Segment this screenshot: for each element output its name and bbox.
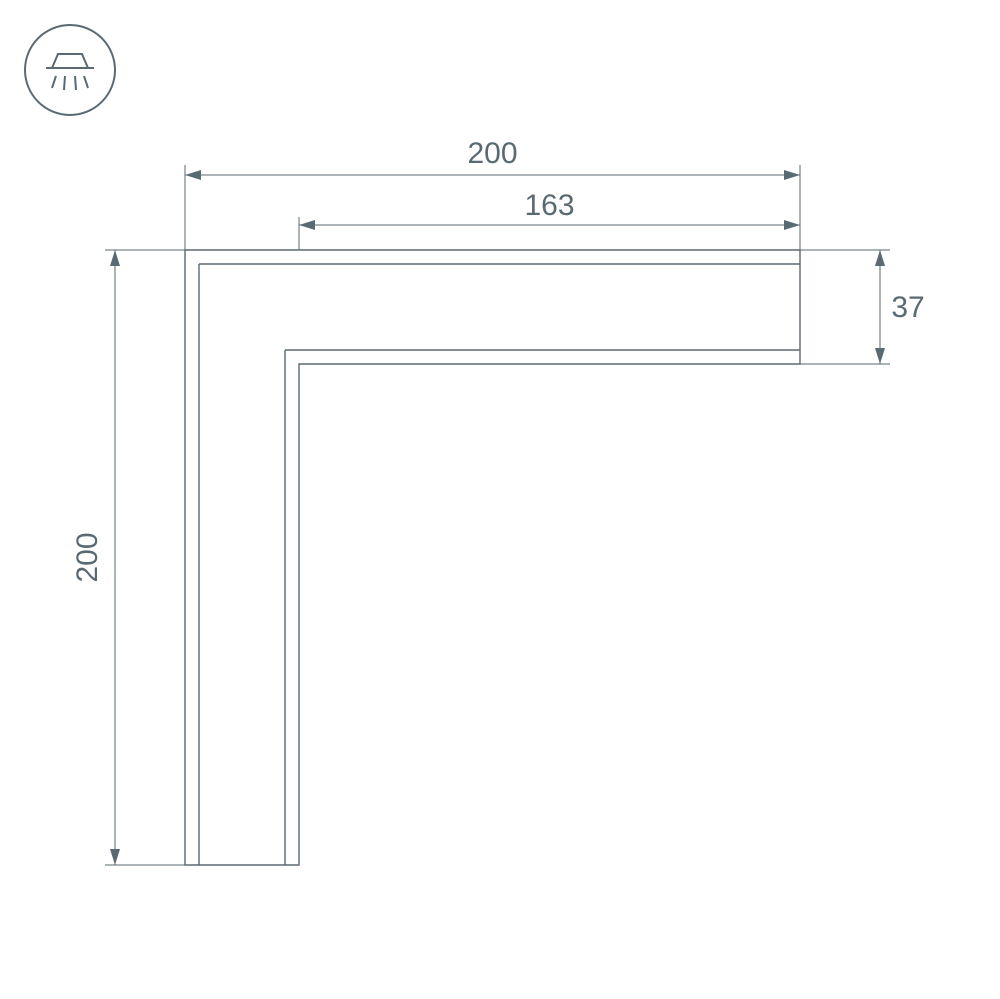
profile-outline <box>185 250 800 865</box>
dim-top-inner: 163 <box>524 189 574 222</box>
dim-left: 200 <box>71 532 104 582</box>
dim-right: 37 <box>891 291 924 324</box>
light-direction-icon <box>25 25 115 115</box>
technical-drawing: 20016337200 <box>0 0 1000 999</box>
profile-inner-step <box>285 350 800 865</box>
profile-inner-top-left <box>199 264 800 865</box>
dim-top-outer: 200 <box>467 137 517 170</box>
